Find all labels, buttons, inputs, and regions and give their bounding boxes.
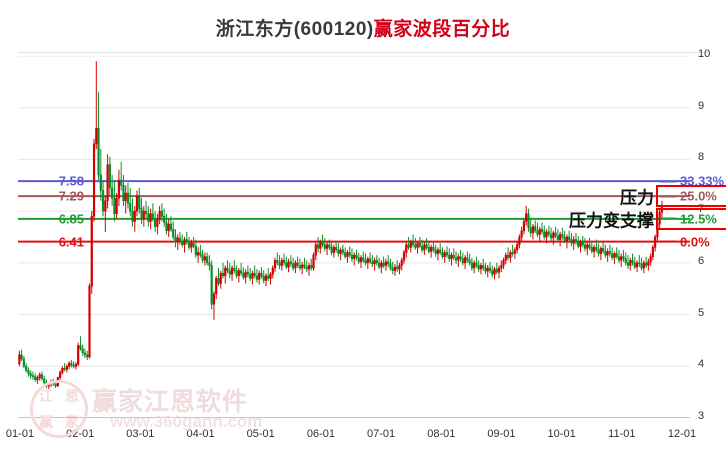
- y-axis-tick-label: 4: [698, 358, 705, 371]
- y-axis-tick-label: 5: [698, 306, 705, 319]
- y-axis-tick-label: 9: [698, 99, 705, 112]
- x-axis-tick-label: 12-01: [667, 428, 697, 440]
- annotation-resistance-turns-support: 压力变支撑: [569, 211, 654, 231]
- x-axis-tick-label: 05-01: [246, 428, 275, 440]
- pct-level-dash: [660, 240, 676, 243]
- x-axis-tick-label: 01-01: [5, 428, 35, 440]
- page-title: 浙江东方(600120)赢家波段百分比: [0, 14, 726, 41]
- price-level-label-6.41: 6.41: [58, 234, 84, 250]
- pct-level-dash: [660, 217, 676, 220]
- pct-level-dash: [660, 195, 676, 198]
- x-axis-tick-label: 08-01: [427, 428, 456, 440]
- pct-level-label-0.0%: 0.0%: [660, 234, 710, 249]
- price-level-label-7.58: 7.58: [58, 173, 84, 189]
- x-axis-tick-label: 03-01: [126, 428, 155, 440]
- page-title-accent: 赢家波段百分比: [373, 19, 511, 40]
- pct-level-label-33.33%: 33.33%: [660, 174, 724, 189]
- price-level-label-6.85: 6.85: [58, 211, 84, 227]
- pct-level-dash: [660, 180, 676, 183]
- page-title-symbol: 浙江东方(600120): [215, 19, 374, 40]
- x-axis-tick-label: 04-01: [186, 428, 215, 440]
- seal-char-2: 赢: [39, 414, 53, 430]
- y-axis-tick-label: 8: [698, 151, 705, 164]
- y-axis-tick-label: 10: [698, 48, 711, 60]
- seal-char-3: 家: [65, 414, 79, 430]
- pct-level-text: 12.5%: [680, 211, 717, 227]
- y-axis-tick-label: 6: [698, 254, 705, 267]
- y-axis-tick-label: 3: [698, 410, 705, 422]
- pct-level-text: 25.0%: [680, 188, 717, 204]
- x-axis-tick-label: 07-01: [367, 428, 396, 440]
- watermark-brand: 赢家江恩软件: [92, 388, 249, 416]
- x-axis-tick-label: 11-01: [608, 428, 636, 440]
- seal-char-0: 江: [39, 388, 53, 404]
- price-level-label-7.29: 7.29: [58, 188, 84, 204]
- seal-char-1: 恩: [65, 388, 79, 404]
- watermark-url: www.360gann.com: [110, 412, 263, 431]
- chart-plot-area: [18, 56, 690, 418]
- x-axis-tick-label: 09-01: [487, 428, 516, 440]
- pct-level-label-25.0%: 25.0%: [660, 189, 717, 204]
- pct-level-label-12.5%: 12.5%: [660, 211, 717, 226]
- pct-level-text: 33.33%: [680, 173, 725, 189]
- title-divider: [18, 52, 708, 53]
- watermark-seal: 江 恩 赢 家: [30, 380, 88, 438]
- pct-level-text: 0.0%: [680, 234, 710, 250]
- annotation-resistance: 压力: [620, 188, 654, 208]
- x-axis-tick-label: 10-01: [547, 428, 576, 440]
- candlestick-svg: [18, 56, 690, 418]
- x-axis-tick-label: 06-01: [306, 428, 335, 440]
